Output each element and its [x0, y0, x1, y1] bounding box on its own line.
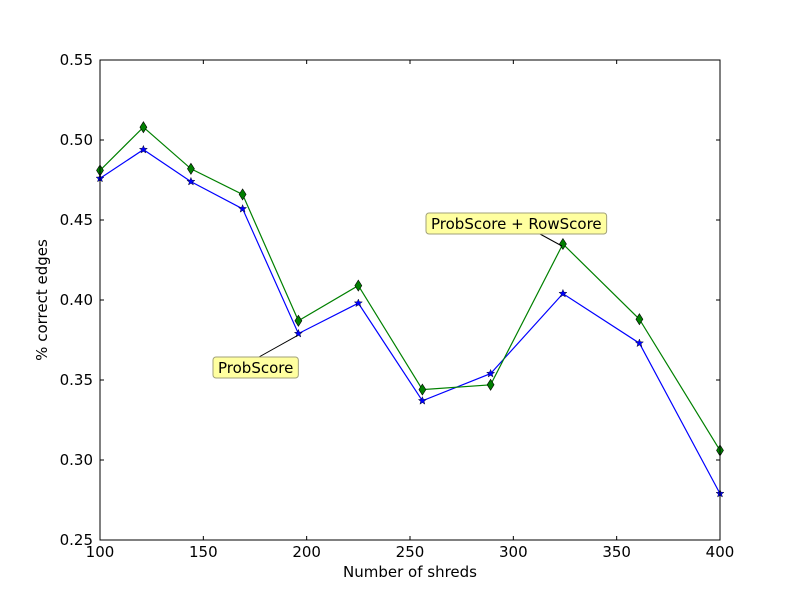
data-point-star — [353, 298, 363, 308]
x-axis-label: Number of shreds — [343, 563, 477, 581]
y-tick-label: 0.45 — [60, 211, 93, 229]
y-axis: 0.25 0.30 0.35 0.40 0.45 0.50 0.55 — [60, 51, 720, 549]
data-point-diamond — [139, 121, 148, 134]
y-tick-label: 0.25 — [60, 531, 93, 549]
data-point-diamond — [354, 279, 363, 292]
data-point-diamond — [187, 162, 195, 175]
x-tick-label: 250 — [396, 543, 425, 561]
data-point-diamond — [559, 237, 567, 251]
data-point-star — [293, 328, 303, 338]
data-point-star — [486, 368, 496, 378]
data-point-diamond — [294, 314, 303, 327]
data-point-star — [186, 176, 196, 186]
x-tick-label: 100 — [86, 543, 115, 561]
data-point-star — [634, 338, 644, 348]
x-tick-label: 350 — [602, 543, 631, 561]
data-point-diamond — [238, 188, 247, 201]
annotation-box-probscore-rowscore — [425, 212, 608, 235]
data-point-star — [138, 144, 148, 154]
x-tick-label: 150 — [189, 543, 218, 561]
annotation-probscore: ProbScore — [218, 359, 293, 377]
annotation-probscore-rowscore: ProbScore + RowScore — [431, 215, 602, 233]
series-layer — [95, 121, 725, 498]
annotation-arrow-probscore — [258, 335, 298, 358]
y-tick-label: 0.30 — [60, 451, 93, 469]
x-tick-label: 400 — [706, 543, 735, 561]
y-tick-label: 0.50 — [60, 131, 93, 149]
data-point-diamond — [635, 313, 644, 326]
data-point-star — [417, 396, 427, 405]
y-tick-label: 0.55 — [60, 51, 93, 69]
x-tick-label: 300 — [499, 543, 528, 561]
data-point-star — [238, 204, 248, 213]
data-point-star — [558, 288, 568, 298]
y-tick-label: 0.40 — [60, 291, 93, 309]
data-point-diamond — [418, 383, 427, 396]
x-tick-label: 200 — [292, 543, 321, 561]
plot-area — [100, 60, 720, 540]
annotation-layer: ProbScore ProbScore + RowScore — [212, 212, 608, 379]
y-axis-label: % correct edges — [33, 239, 51, 361]
data-point-diamond — [486, 378, 495, 391]
annotation-box-probscore — [212, 356, 299, 379]
annotation-arrow-probscore-rowscore — [539, 233, 563, 247]
y-tick-label: 0.35 — [60, 371, 93, 389]
x-axis: 100 150 200 250 300 350 400 — [86, 60, 735, 561]
